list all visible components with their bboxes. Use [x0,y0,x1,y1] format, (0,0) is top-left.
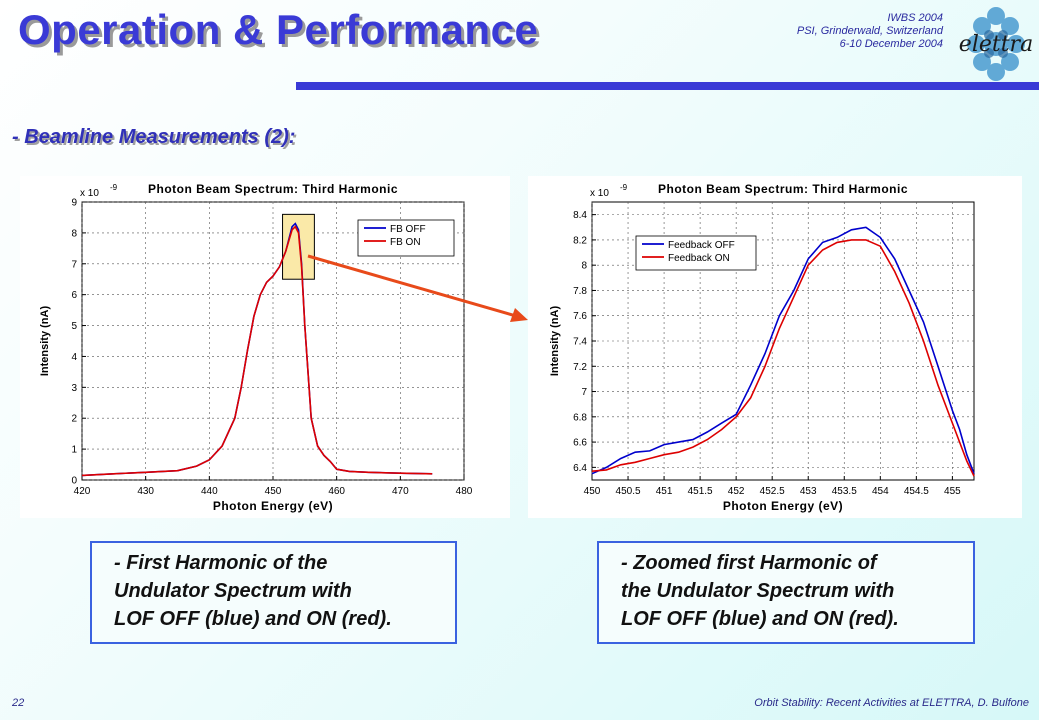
conference-dates: 6-10 December 2004 [839,38,943,50]
x-tick-label: 470 [392,486,409,497]
legend-entry: FB OFF [390,224,426,235]
y-axis-label: Intensity (nA) [549,306,561,377]
caption-left-line: - First Harmonic of the [114,552,328,574]
y-tick-label: 7 [71,259,77,270]
y-tick-label: 7.4 [573,337,587,348]
chart-full-spectrum: 420 430 440 450 460 470 480 0 1 2 3 4 5 6 7 8 9 Photon Be… [39,182,473,513]
y-tick-label: 3 [71,383,77,394]
conference-name: IWBS 2004 [887,12,943,24]
caption-left-line: Undulator Spectrum with [114,580,352,602]
zoom-arrow-icon [307,254,528,322]
series-line [81,225,433,477]
x-tick-label: 430 [137,486,154,497]
chart-panel-full: 420 430 440 450 460 470 480 0 1 2 3 4 5 6 7 8 9 Photon Be… [20,176,510,518]
chart-zoomed-spectrum: 450 450.5 451 451.5 452 452.5 453 453.5 454 454.5… [549,182,975,513]
y-tick-label: 9 [71,198,77,209]
x-tick-label: 453 [800,486,817,497]
y-exponent-label: -9 [110,183,118,192]
chart-panel-zoom: 450 450.5 451 451.5 452 452.5 453 453.5 454 454.5… [528,176,1022,518]
caption-right: - Zoomed first Harmonic of the Undulator… [597,541,975,644]
legend-entry: Feedback OFF [668,240,735,251]
caption-left-line: LOF OFF (blue) and ON (red). [114,608,392,630]
x-tick-label: 480 [456,486,473,497]
y-tick-label: 2 [71,414,77,425]
header-rule [296,82,1039,90]
y-tick-label: 6 [71,290,77,301]
logo-text: elettra [959,32,1033,57]
y-tick-label: 8.2 [573,235,587,246]
caption-right-line: - Zoomed first Harmonic of [621,552,877,574]
legend-entry: FB ON [390,237,421,248]
x-tick-label: 452.5 [760,486,785,497]
legend-entry: Feedback ON [668,253,730,264]
conference-info: IWBS 2004 PSI, Grinderwald, Switzerland … [797,12,943,51]
conference-location: PSI, Grinderwald, Switzerland [796,25,943,37]
x-tick-label: 454.5 [904,486,929,497]
x-tick-label: 455 [944,486,961,497]
x-tick-label: 450.5 [616,486,641,497]
y-tick-label: 4 [71,352,77,363]
page-title: Operation & Performance [18,6,539,53]
x-tick-label: 453.5 [832,486,857,497]
y-axis-label: Intensity (nA) [39,306,51,377]
caption-left: - First Harmonic of the Undulator Spectr… [90,541,457,644]
y-tick-label: 7.6 [573,311,587,322]
caption-right-line: LOF OFF (blue) and ON (red). [621,608,899,630]
y-tick-label: 7.8 [573,286,587,297]
y-multiplier-label: x 10 [590,188,609,199]
footer-text: Orbit Stability: Recent Activities at EL… [754,697,1029,709]
y-tick-label: 1 [71,445,77,456]
y-tick-label: 8 [71,228,77,239]
x-tick-label: 460 [328,486,345,497]
y-multiplier-label: x 10 [80,188,99,199]
x-tick-label: 451.5 [688,486,713,497]
series-line [591,226,975,475]
y-tick-label: 8 [581,261,587,272]
y-exponent-label: -9 [620,183,628,192]
x-tick-label: 451 [656,486,673,497]
x-tick-label: 420 [74,486,91,497]
page-number: 22 [12,697,25,709]
y-tick-label: 6.4 [573,463,587,474]
y-tick-label: 5 [71,321,77,332]
section-subtitle: - Beamline Measurements (2): [12,126,296,148]
legend-box [357,219,455,257]
x-tick-label: 450 [584,486,601,497]
series-line [591,239,975,477]
elettra-logo-icon: elettra [959,7,1033,81]
x-axis-label: Photon Energy (eV) [213,499,333,513]
x-tick-label: 452 [728,486,745,497]
chart-title: Photon Beam Spectrum: Third Harmonic [148,182,398,196]
y-tick-label: 0 [71,476,77,487]
chart-title: Photon Beam Spectrum: Third Harmonic [658,182,908,196]
x-tick-label: 454 [872,486,889,497]
caption-right-line: the Undulator Spectrum with [621,580,895,602]
legend-box [635,235,757,271]
x-tick-label: 440 [201,486,218,497]
y-tick-label: 7.2 [573,362,587,373]
y-tick-label: 6.6 [573,438,587,449]
x-tick-label: 450 [265,486,282,497]
x-axis-label: Photon Energy (eV) [723,499,843,513]
y-tick-label: 7 [581,387,587,398]
y-tick-label: 8.4 [573,210,587,221]
y-tick-label: 6.8 [573,412,587,423]
